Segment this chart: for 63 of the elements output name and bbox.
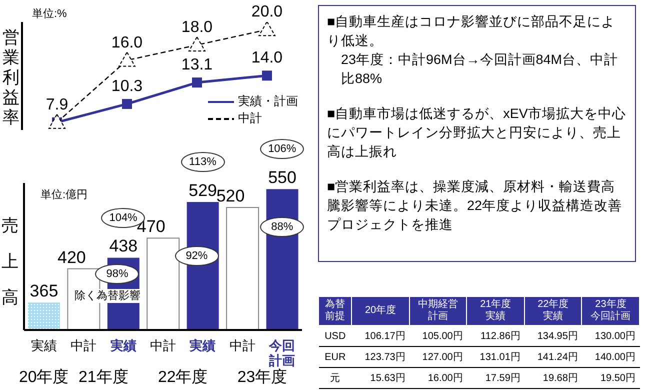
- text: 17.59円: [485, 373, 520, 384]
- annotation: 除く為替影響: [73, 288, 142, 303]
- text: ■営業利益率は、操業度減、原材料・輸送費高騰影響等により未達。22年度より収益構造改善プロジェクトを推進: [327, 178, 624, 234]
- text: 123.73円: [364, 352, 406, 363]
- data-label: 529: [188, 180, 218, 200]
- data-label: 20.0: [251, 4, 283, 21]
- category-label: 元: [330, 373, 340, 384]
- text: 131.01円: [480, 352, 520, 363]
- point: [48, 114, 66, 129]
- text: 23年度: [236, 368, 288, 388]
- data-label: 14.0: [251, 50, 283, 67]
- category-label: 中期経営計画: [418, 299, 458, 323]
- x-tick-label: 実績: [188, 338, 216, 353]
- category-label: 23年度今回計画: [590, 299, 631, 323]
- text: 130.00円: [594, 331, 636, 342]
- text: 21年度: [78, 369, 128, 386]
- category-label: EUR: [324, 352, 346, 362]
- text: 為替前提: [324, 299, 346, 323]
- data-label: 16.0: [111, 34, 143, 52]
- text: 20年度: [18, 369, 69, 386]
- text: 22年度: [156, 368, 209, 388]
- text: 15.63円: [370, 373, 406, 384]
- point: [122, 98, 132, 109]
- category-label: 21年度実績: [479, 299, 512, 323]
- text: 127.00円: [422, 352, 463, 363]
- category-label: 22年度実績: [536, 299, 570, 323]
- data-label: 420: [58, 248, 86, 267]
- annotation: 単位:億円: [30, 188, 98, 202]
- data-label: 365: [30, 281, 58, 300]
- text: 単位:%: [32, 7, 67, 21]
- y-axis-title: 営業利益率: [2, 28, 20, 128]
- text: 16.00円: [428, 373, 463, 384]
- category-label: USD: [324, 330, 346, 342]
- text: 19.68円: [542, 373, 578, 384]
- text: 112.86円: [480, 331, 520, 342]
- category-label: 20年度: [364, 305, 398, 317]
- text: ■自動車生産はコロナ影響並びに部品不足により低迷。: [327, 13, 616, 50]
- x-tick-label: 中計: [229, 338, 256, 353]
- y-axis-title: 売上高: [1, 215, 19, 309]
- x-tick-label: 中計: [70, 338, 97, 353]
- text: 106.17円: [364, 331, 406, 342]
- legend-label: 実績・計画: [238, 93, 298, 110]
- data-label: 13.1: [181, 56, 213, 74]
- data-label: 520: [216, 186, 245, 206]
- data-label: 18.0: [181, 18, 213, 36]
- x-tick-label: 実績: [109, 338, 136, 353]
- text: 19.50円: [600, 373, 636, 384]
- text: 134.95円: [537, 331, 578, 342]
- data-label: 438: [109, 236, 138, 256]
- data-label: 10.3: [111, 78, 143, 95]
- data-label: 550: [268, 168, 296, 188]
- text: 140.00円: [594, 352, 636, 363]
- data-label: 7.9: [46, 96, 68, 114]
- x-tick-label: 今回計画: [268, 338, 296, 368]
- point: [192, 78, 202, 88]
- text: 23年度：中計96M台→今回計画84M台、中計比88%: [340, 51, 620, 88]
- x-tick-label: 中計: [150, 338, 176, 353]
- legend-label: 中計: [238, 110, 262, 127]
- text: 141.24円: [537, 352, 578, 363]
- point: [262, 70, 272, 81]
- text: 105.00円: [422, 331, 463, 342]
- x-tick-label: 実績: [30, 338, 57, 353]
- text: ■自動車市場は低迷するが、xEV市場拡大を中心にパワートレイン分野拡大と円安により、売上高は上振れ: [327, 105, 627, 161]
